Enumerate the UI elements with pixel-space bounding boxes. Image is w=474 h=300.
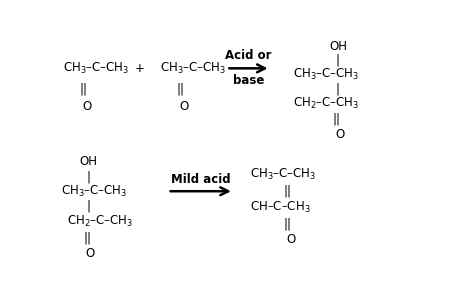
Text: CH$_3$–C–CH$_3$: CH$_3$–C–CH$_3$ [250,167,317,182]
Text: O: O [180,100,189,113]
Text: O: O [82,100,91,113]
Text: |: | [87,200,91,213]
Text: O: O [336,128,345,141]
Text: CH$_2$–C–CH$_3$: CH$_2$–C–CH$_3$ [292,95,359,110]
Text: CH–C–CH$_3$: CH–C–CH$_3$ [250,200,311,215]
Text: OH: OH [80,155,98,168]
Text: ||: || [333,113,341,126]
Text: CH$_2$–C–CH$_3$: CH$_2$–C–CH$_3$ [66,214,133,229]
Text: Mild acid: Mild acid [171,173,230,186]
Text: CH$_3$–C–CH$_3$: CH$_3$–C–CH$_3$ [63,61,129,76]
Text: |: | [336,82,340,95]
Text: CH$_3$–C–CH$_3$: CH$_3$–C–CH$_3$ [292,67,359,82]
Text: O: O [286,233,295,246]
Text: CH$_3$–C–CH$_3$: CH$_3$–C–CH$_3$ [61,184,128,199]
Text: ||: || [83,231,91,244]
Text: base: base [233,74,264,87]
Text: ||: || [283,217,292,230]
Text: CH$_3$–C–CH$_3$: CH$_3$–C–CH$_3$ [160,61,227,76]
Text: ||: || [80,82,88,96]
Text: O: O [86,247,95,260]
Text: OH: OH [329,40,347,53]
Text: ||: || [177,82,185,96]
Text: |: | [87,170,91,183]
Text: |: | [336,54,340,67]
Text: Acid or: Acid or [225,49,272,62]
Text: ||: || [283,184,292,197]
Text: +: + [135,62,145,75]
